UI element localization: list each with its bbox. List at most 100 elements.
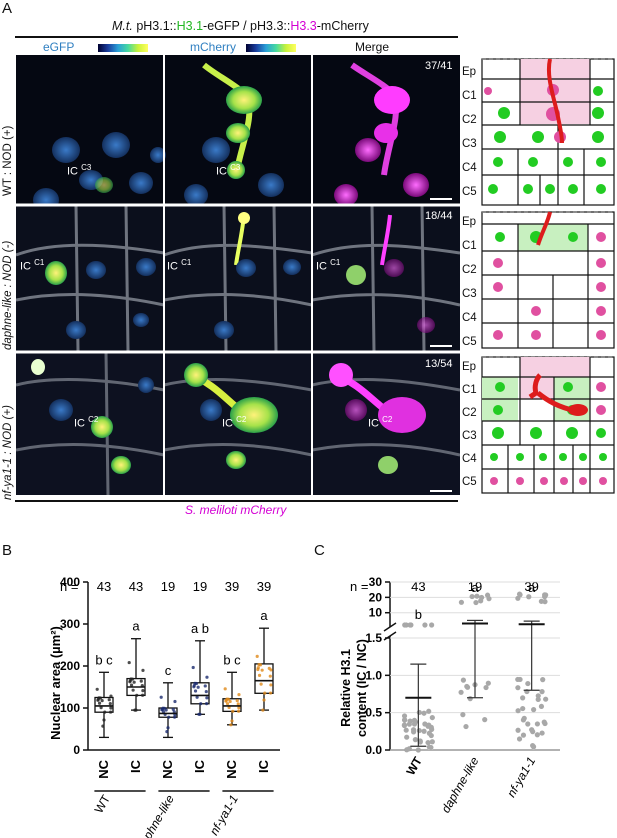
x-tick-label: WT <box>403 754 425 778</box>
y-tick-label-c: 1.0 <box>365 668 382 682</box>
title-species: M.t. <box>112 19 133 33</box>
n-value: 19 <box>193 579 207 594</box>
box-0 <box>94 671 114 739</box>
data-point <box>101 724 105 728</box>
col-header-egfp: eGFP <box>43 40 75 54</box>
ylabel-b: Nuclear area (µm²) <box>48 626 63 740</box>
data-point <box>429 714 435 721</box>
layer-c5: C5 <box>462 186 477 198</box>
ic-label-r3-mcherry: IC C2 <box>222 415 246 430</box>
layer-c3: C3 <box>462 138 477 150</box>
data-point <box>205 675 209 679</box>
ic-label-r1-mcherry: IC C3 <box>216 163 240 178</box>
data-point <box>257 663 261 667</box>
layer-c1: C1 <box>462 384 477 396</box>
data-point <box>538 703 545 710</box>
ic-text: IC <box>74 417 85 430</box>
data-point <box>517 676 523 683</box>
data-point <box>196 685 200 689</box>
data-point <box>131 688 135 692</box>
x-tick-label: IC <box>192 759 207 773</box>
data-point <box>237 706 241 710</box>
data-point <box>135 693 139 697</box>
data-point <box>539 689 545 695</box>
data-point <box>401 722 408 729</box>
data-point <box>165 730 169 734</box>
data-point <box>401 713 408 719</box>
y-tick-label-b: 400 <box>60 575 80 589</box>
data-point <box>425 723 431 729</box>
data-point <box>268 691 273 695</box>
ic-sup: C3 <box>230 163 241 172</box>
data-point <box>534 721 541 727</box>
data-point <box>411 721 418 727</box>
footer-underline <box>15 500 458 502</box>
col-header-merge: Merge <box>355 40 390 54</box>
data-point <box>237 693 241 697</box>
scale-bar-r3 <box>430 490 452 492</box>
schematic-2 <box>481 211 615 349</box>
ic-sup: C1 <box>34 258 45 267</box>
title-h31: H3.1 <box>176 19 204 33</box>
sig-letter: b c <box>223 652 241 667</box>
sig-letter: c <box>165 663 172 678</box>
layer-c2: C2 <box>462 264 477 276</box>
data-point <box>199 702 203 706</box>
y-tick-label-b: 200 <box>60 659 80 673</box>
layer-ep: Ep <box>462 216 477 228</box>
y-tick-label-c: 0.5 <box>365 706 382 720</box>
data-point <box>166 726 170 730</box>
sig-letter: a <box>260 608 268 623</box>
data-point <box>458 689 464 695</box>
data-point <box>404 734 410 740</box>
data-point <box>416 709 422 716</box>
data-point <box>534 732 540 738</box>
data-point <box>542 594 548 600</box>
ylabel-c-line1: Relative H3.1 <box>339 649 353 727</box>
data-point <box>192 685 196 689</box>
data-point <box>425 739 431 746</box>
data-point <box>100 699 104 703</box>
data-point <box>486 596 492 602</box>
data-point <box>515 685 521 691</box>
data-point <box>483 684 489 691</box>
data-point <box>525 680 531 687</box>
data-point <box>223 687 227 691</box>
data-point <box>530 729 536 735</box>
data-point <box>259 682 263 686</box>
layer-c4: C4 <box>462 312 477 324</box>
x-tick-label: NC <box>96 759 111 778</box>
data-point <box>485 680 491 686</box>
data-point <box>542 599 548 605</box>
n-value: 39 <box>524 579 538 594</box>
data-point <box>231 709 235 713</box>
data-point <box>109 694 113 698</box>
data-point <box>520 732 527 738</box>
microscopy-grid <box>16 55 460 495</box>
data-point <box>473 599 479 606</box>
data-point <box>543 696 549 702</box>
n-value: 39 <box>225 579 239 594</box>
data-point <box>426 708 432 714</box>
y-tick-label-c: 0.0 <box>365 743 382 757</box>
data-point <box>482 717 488 723</box>
layer-ep: Ep <box>462 66 477 78</box>
ic-label-r3-egfp: IC C2 <box>74 415 98 430</box>
lut-bar-mcherry <box>246 44 296 52</box>
box-3 <box>190 640 210 716</box>
data-point <box>464 683 470 690</box>
data-point <box>416 727 422 734</box>
data-point <box>428 732 434 739</box>
data-point <box>531 707 537 713</box>
data-point <box>108 710 113 714</box>
title-part2: -eGFP / pH3.3:: <box>203 19 291 33</box>
data-point <box>268 674 272 678</box>
x-tick-label: NC <box>224 759 239 778</box>
data-point <box>141 668 145 672</box>
ic-sup: C2 <box>236 415 247 424</box>
data-point <box>520 695 526 701</box>
data-point <box>517 592 523 598</box>
data-point <box>139 679 143 683</box>
layer-c4: C4 <box>462 162 477 174</box>
n-value: 43 <box>129 579 143 594</box>
